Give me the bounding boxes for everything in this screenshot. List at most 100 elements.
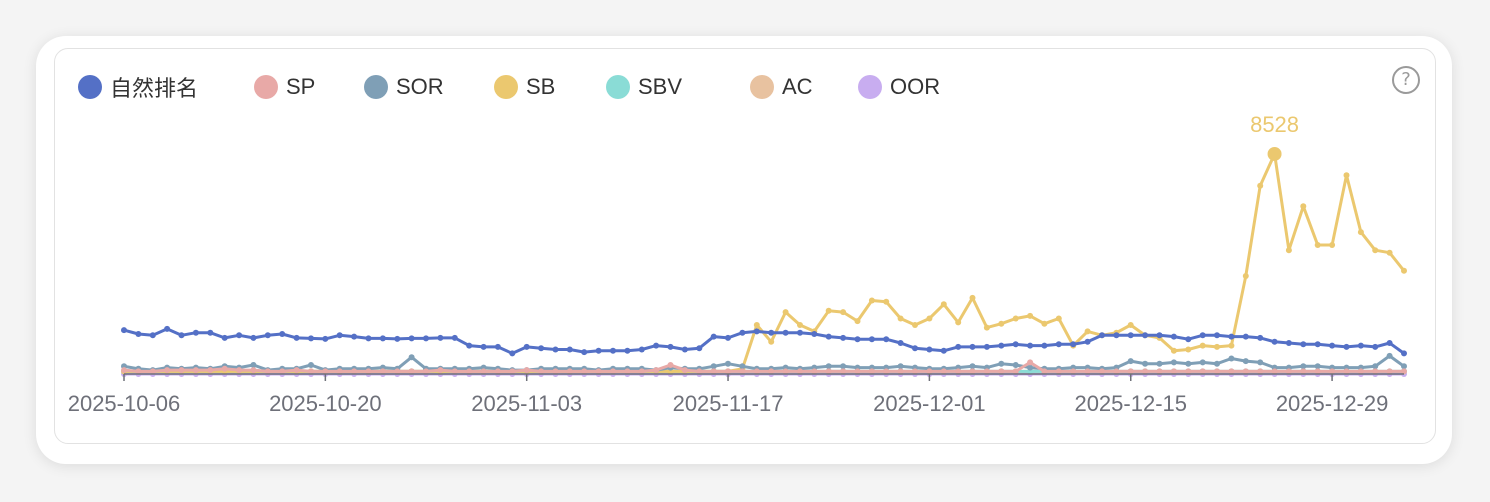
data-point: [825, 368, 832, 375]
data-point: [394, 335, 401, 342]
data-point: [279, 331, 286, 337]
data-point: [135, 331, 142, 337]
data-point: [1257, 334, 1264, 341]
data-point: [1300, 368, 1307, 375]
data-point: [1343, 172, 1350, 179]
data-point: [1214, 360, 1220, 367]
legend-swatch: [364, 75, 388, 99]
data-point: [451, 368, 458, 375]
series-3: [121, 151, 1407, 375]
data-point: [653, 342, 660, 349]
data-point: [1300, 363, 1307, 370]
data-point: [523, 343, 530, 350]
data-point: [480, 343, 487, 350]
data-point: [1228, 333, 1235, 340]
legend-swatch: [494, 75, 518, 99]
data-point: [1242, 333, 1249, 340]
data-point: [149, 368, 156, 375]
data-point: [451, 334, 458, 341]
data-point: [840, 309, 847, 316]
data-point: [768, 338, 775, 345]
data-point: [811, 331, 818, 337]
data-point: [912, 345, 918, 352]
legend-item-1[interactable]: SP: [254, 72, 315, 102]
data-point: [983, 343, 990, 350]
data-point: [1199, 342, 1206, 349]
data-point: [566, 346, 573, 353]
data-point: [797, 329, 803, 336]
data-point: [739, 363, 746, 370]
data-point: [1012, 368, 1019, 375]
data-point: [1214, 343, 1220, 350]
data-point: [1386, 368, 1393, 375]
series-1: [121, 359, 1407, 375]
legend-item-5[interactable]: AC: [750, 72, 813, 102]
data-point: [797, 368, 803, 375]
data-point: [1343, 368, 1350, 375]
data-point: [825, 307, 832, 314]
data-point: [998, 360, 1005, 367]
data-point: [552, 368, 559, 375]
data-point: [1228, 368, 1235, 375]
data-point: [1170, 333, 1177, 340]
data-point: [1228, 342, 1235, 349]
data-point: [1127, 332, 1134, 339]
data-point: [293, 334, 300, 341]
data-point: [1027, 364, 1034, 371]
data-point: [1372, 368, 1379, 375]
data-point: [1357, 368, 1364, 375]
data-point: [1314, 341, 1321, 348]
data-point: [768, 329, 775, 336]
legend-label: SB: [526, 74, 556, 99]
data-point: [1127, 322, 1134, 328]
chart-card: [54, 48, 1436, 444]
data-point: [121, 367, 127, 374]
data-point: [1401, 350, 1407, 357]
data-point: [581, 368, 588, 375]
data-point: [969, 294, 976, 301]
data-point: [725, 334, 731, 341]
help-icon[interactable]: ?: [1392, 66, 1420, 94]
data-point: [897, 315, 904, 322]
data-point: [1156, 332, 1163, 339]
data-point: [1257, 182, 1264, 189]
data-point: [250, 367, 257, 374]
legend-swatch: [78, 75, 102, 99]
data-point: [624, 347, 631, 354]
data-point: [1041, 368, 1048, 375]
data-point: [825, 363, 832, 370]
legend-item-0[interactable]: 自然排名: [78, 72, 198, 102]
data-point: [1142, 360, 1149, 367]
data-point: [236, 332, 243, 339]
data-point: [1055, 315, 1062, 322]
data-point: [394, 368, 401, 375]
data-point: [710, 368, 717, 375]
data-point: [1070, 341, 1077, 348]
data-point: [696, 345, 703, 352]
legend-item-2[interactable]: SOR: [364, 72, 444, 102]
data-point: [494, 343, 501, 350]
data-point: [725, 360, 731, 367]
data-point: [710, 363, 717, 370]
data-point: [768, 368, 775, 375]
data-point: [955, 343, 962, 350]
legend-item-6[interactable]: OOR: [858, 72, 940, 102]
data-point: [581, 349, 588, 356]
legend-item-4[interactable]: SBV: [606, 72, 682, 102]
data-point: [149, 332, 156, 339]
data-point: [1300, 341, 1307, 348]
data-point: [969, 363, 976, 370]
data-point: [1314, 242, 1321, 248]
data-point: [1386, 352, 1393, 359]
data-point: [1357, 342, 1364, 349]
data-point: [423, 368, 429, 375]
legend-item-3[interactable]: SB: [494, 72, 555, 102]
data-point: [868, 297, 875, 304]
data-point: [365, 335, 372, 342]
data-point: [1156, 368, 1163, 375]
data-point: [336, 332, 343, 339]
data-point: [523, 367, 530, 374]
data-point: [969, 368, 976, 375]
data-point: [538, 368, 545, 375]
